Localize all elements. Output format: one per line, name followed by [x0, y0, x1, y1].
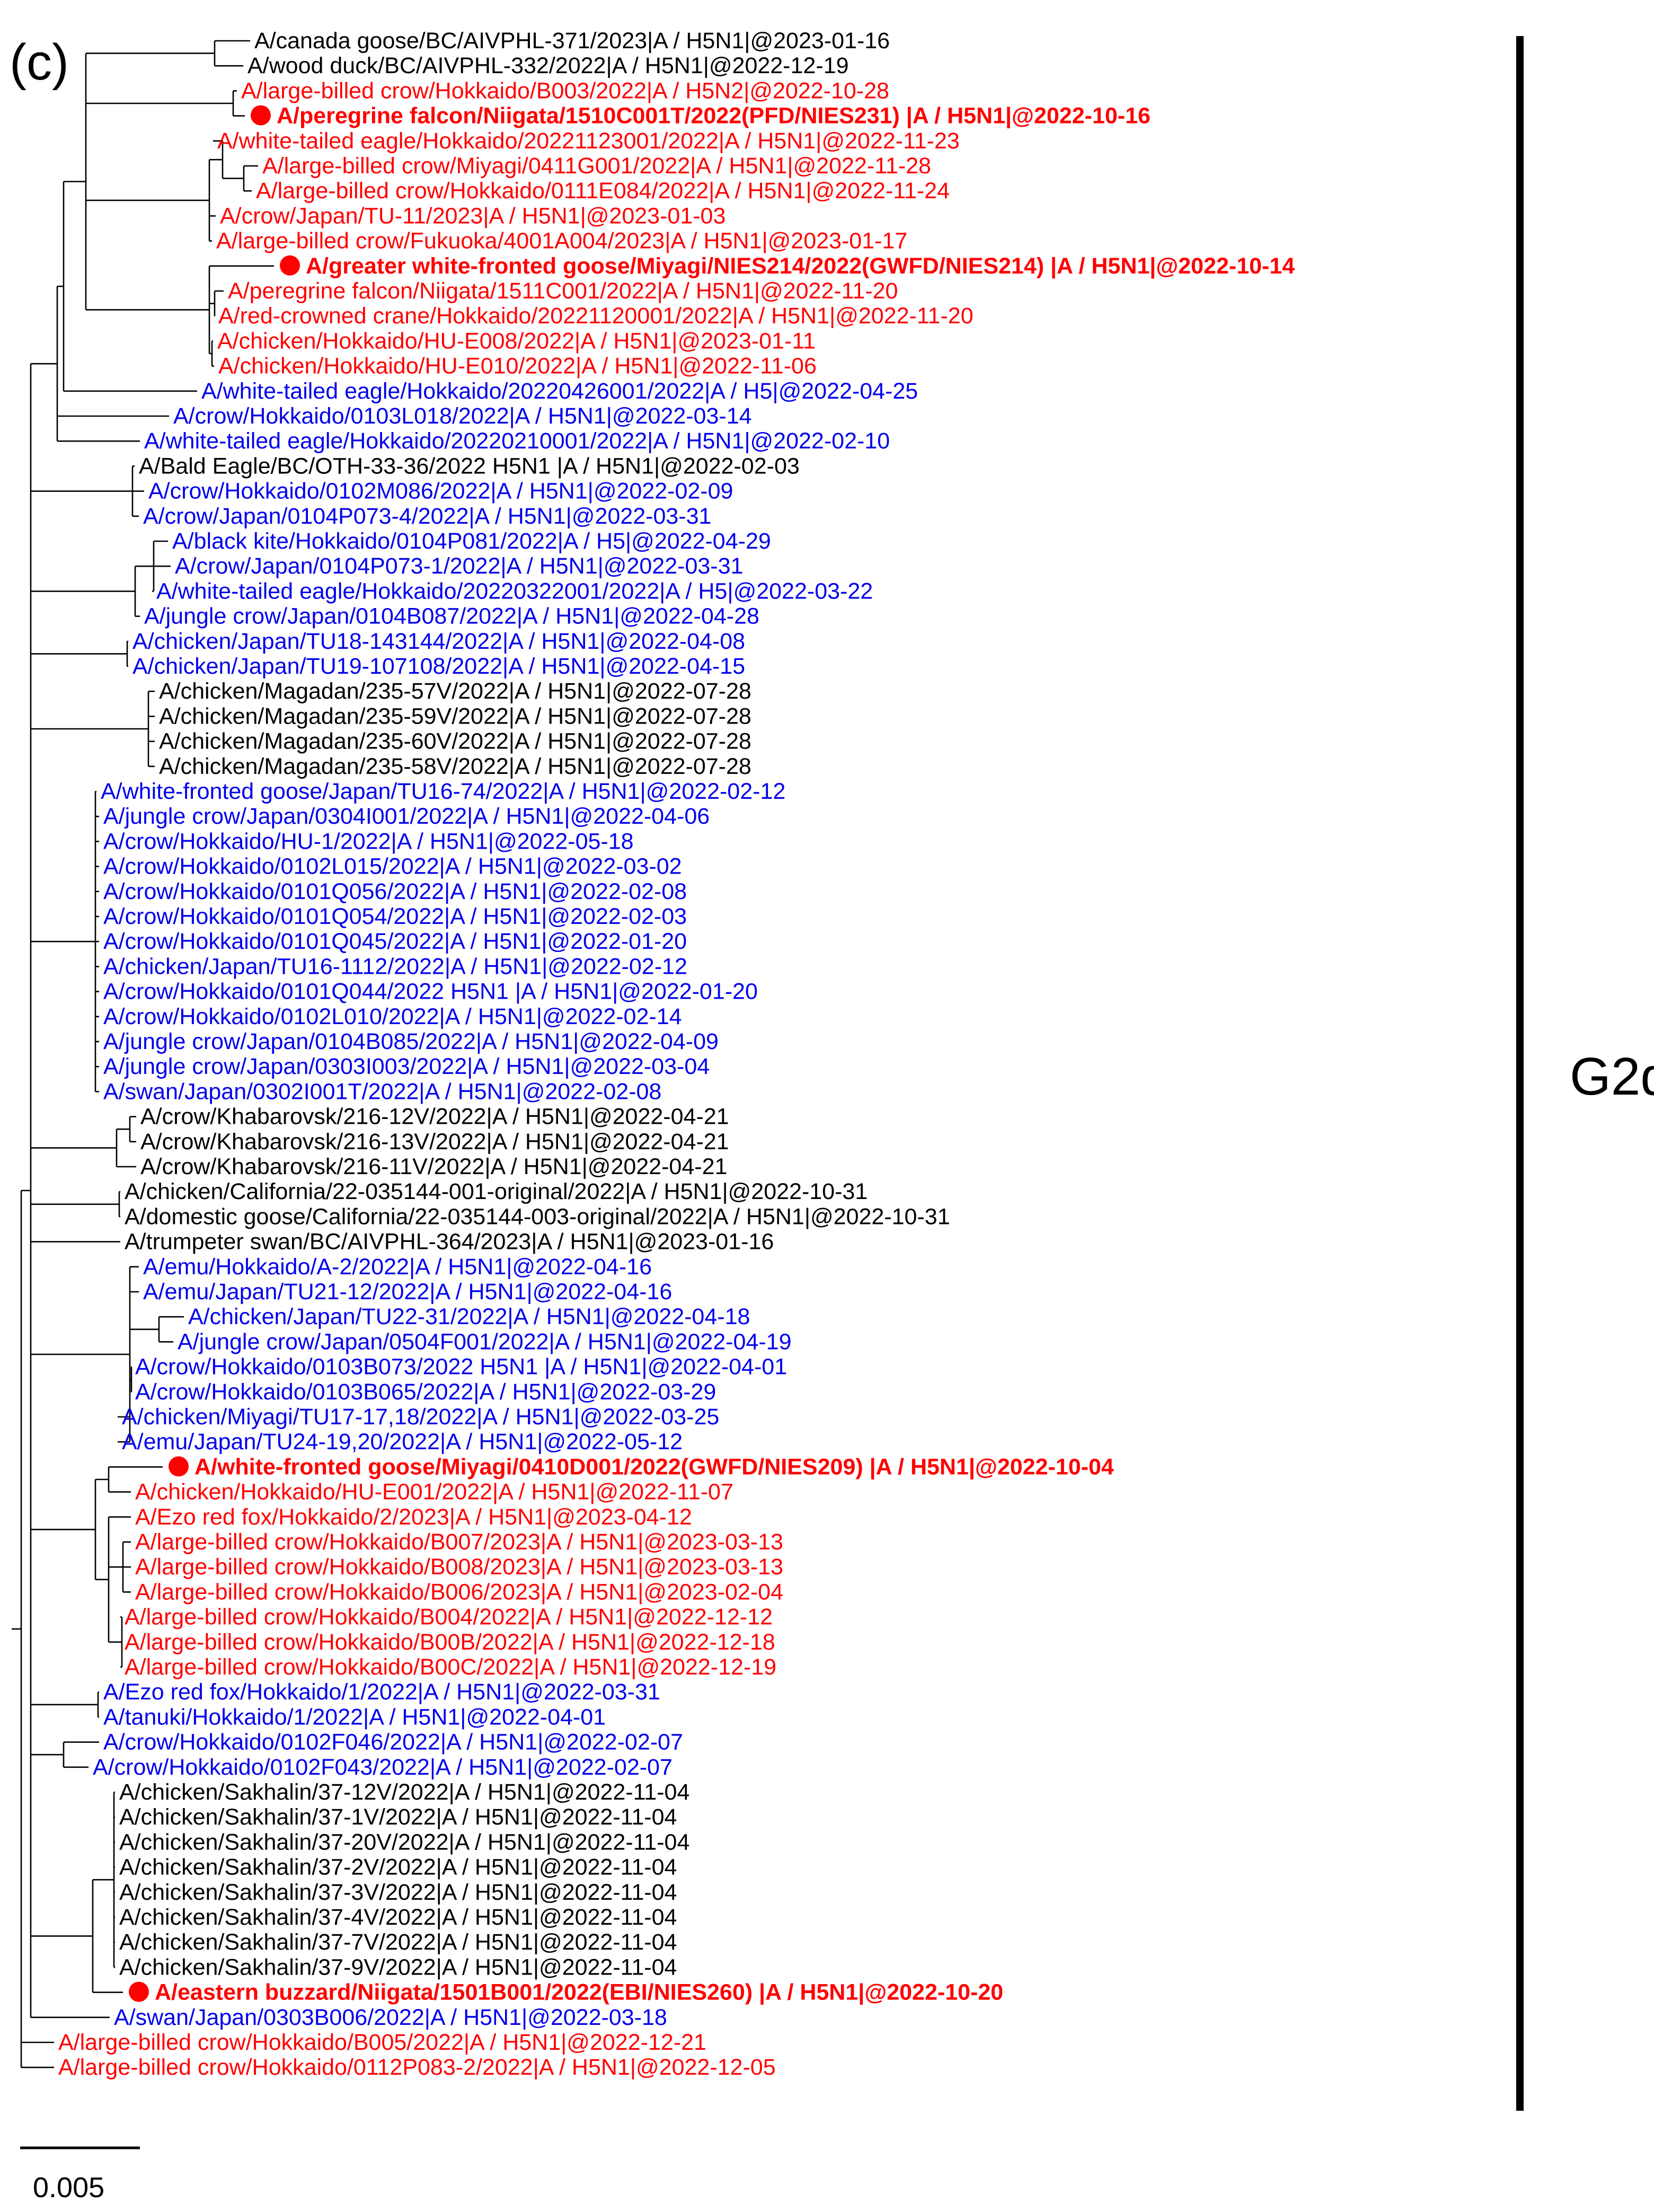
leaf-label: A/large-billed crow/Hokkaido/B004/2022|A… — [125, 1605, 773, 1630]
leaf-label: A/tanuki/Hokkaido/1/2022|A / H5N1|@2022-… — [103, 1704, 606, 1730]
sample-marker-icon — [251, 105, 271, 126]
leaf-label: A/jungle crow/Japan/0303I003/2022|A / H5… — [103, 1054, 710, 1079]
tree-leaves: A/canada goose/BC/AIVPHL-371/2023|A / H5… — [58, 28, 1295, 2080]
leaf-label: A/chicken/Japan/TU16-1112/2022|A / H5N1|… — [103, 954, 687, 979]
leaf-label: A/crow/Japan/0104P073-1/2022|A / H5N1|@2… — [175, 553, 743, 579]
leaf-label: A/crow/Hokkaido/0102L015/2022|A / H5N1|@… — [103, 854, 682, 879]
leaf-label: A/chicken/Sakhalin/37-7V/2022|A / H5N1|@… — [119, 1929, 677, 1955]
leaf-label: A/chicken/Magadan/235-60V/2022|A / H5N1|… — [159, 729, 751, 754]
leaf-label: A/crow/Hokkaido/0102M086/2022|A / H5N1|@… — [148, 479, 733, 504]
leaf-label: A/crow/Hokkaido/0101Q044/2022 H5N1 |A / … — [103, 979, 758, 1004]
leaf-label: A/peregrine falcon/Niigata/1510C001T/202… — [277, 103, 1151, 129]
leaf-label: A/chicken/Japan/TU19-107108/2022|A / H5N… — [132, 654, 745, 679]
tree-branches — [12, 40, 274, 2068]
leaf-label: A/crow/Japan/TU-11/2023|A / H5N1|@2023-0… — [220, 203, 726, 228]
leaf-label: A/crow/Hokkaido/0102L010/2022|A / H5N1|@… — [103, 1004, 682, 1029]
leaf-label: A/jungle crow/Japan/0304I001/2022|A / H5… — [103, 804, 710, 829]
leaf-label: A/swan/Japan/0302I001T/2022|A / H5N1|@20… — [103, 1079, 661, 1104]
leaf-label: A/jungle crow/Japan/0104B085/2022|A / H5… — [103, 1029, 719, 1054]
leaf-label: A/chicken/Sakhalin/37-3V/2022|A / H5N1|@… — [119, 1880, 677, 1905]
leaf-label: A/white-tailed eagle/Hokkaido/2022032200… — [156, 578, 873, 604]
leaf-label: A/chicken/Japan/TU22-31/2022|A / H5N1|@2… — [188, 1304, 750, 1329]
leaf-label: A/large-billed crow/Hokkaido/0112P083-2/… — [58, 2055, 776, 2080]
sample-marker-icon — [169, 1456, 189, 1477]
leaf-label: A/domestic goose/California/22-035144-00… — [125, 1204, 950, 1229]
leaf-label: A/white-tailed eagle/Hokkaido/2022112300… — [217, 128, 960, 154]
leaf-label: A/crow/Hokkaido/0102F043/2022|A / H5N1|@… — [93, 1755, 673, 1780]
leaf-label: A/Ezo red fox/Hokkaido/1/2022|A / H5N1|@… — [103, 1679, 660, 1705]
leaf-label: A/chicken/Hokkaido/HU-E001/2022|A / H5N1… — [135, 1479, 733, 1505]
leaf-label: A/large-billed crow/Hokkaido/B006/2023|A… — [135, 1579, 783, 1605]
leaf-label: A/large-billed crow/Hokkaido/B008/2023|A… — [135, 1554, 783, 1580]
sample-marker-icon — [129, 1981, 149, 2002]
leaf-label: A/wood duck/BC/AIVPHL-332/2022|A / H5N1|… — [247, 53, 848, 78]
leaf-label: A/crow/Khabarovsk/216-12V/2022|A / H5N1|… — [140, 1104, 729, 1130]
leaf-label: A/black kite/Hokkaido/0104P081/2022|A / … — [172, 528, 771, 554]
leaf-label: A/chicken/Sakhalin/37-12V/2022|A / H5N1|… — [119, 1779, 689, 1805]
leaf-label: A/crow/Japan/0104P073-4/2022|A / H5N1|@2… — [143, 504, 711, 529]
leaf-label: A/chicken/Sakhalin/37-4V/2022|A / H5N1|@… — [119, 1905, 677, 1930]
leaf-label: A/swan/Japan/0303B006/2022|A / H5N1|@202… — [114, 2005, 667, 2030]
leaf-label: A/crow/Hokkaido/0102F046/2022|A / H5N1|@… — [103, 1730, 683, 1755]
leaf-label: A/emu/Hokkaido/A-2/2022|A / H5N1|@2022-0… — [143, 1254, 652, 1280]
leaf-label: A/chicken/Sakhalin/37-1V/2022|A / H5N1|@… — [119, 1804, 677, 1830]
leaf-label: A/chicken/Miyagi/TU17-17,18/2022|A / H5N… — [122, 1404, 719, 1430]
leaf-label: A/crow/Khabarovsk/216-11V/2022|A / H5N1|… — [140, 1154, 727, 1179]
leaf-label: A/large-billed crow/Fukuoka/4001A004/202… — [216, 228, 907, 254]
leaf-label: A/crow/Hokkaido/0101Q056/2022|A / H5N1|@… — [103, 879, 687, 904]
leaf-label: A/large-billed crow/Hokkaido/B00C/2022|A… — [125, 1654, 776, 1680]
leaf-label: A/trumpeter swan/BC/AIVPHL-364/2023|A / … — [125, 1229, 774, 1255]
leaf-label: A/white-fronted goose/Miyagi/0410D001/20… — [194, 1454, 1114, 1479]
leaf-label: A/crow/Hokkaido/0101Q045/2022|A / H5N1|@… — [103, 929, 687, 954]
leaf-label: A/jungle crow/Japan/0504F001/2022|A / H5… — [178, 1329, 791, 1354]
leaf-label: A/eastern buzzard/Niigata/1501B001/2022(… — [155, 1980, 1003, 2005]
leaf-label: A/large-billed crow/Miyagi/0411G001/2022… — [262, 153, 931, 179]
leaf-label: A/chicken/California/22-035144-001-origi… — [125, 1179, 868, 1204]
leaf-label: A/large-billed crow/Hokkaido/B00B/2022|A… — [125, 1629, 775, 1655]
leaf-label: A/chicken/Magadan/235-59V/2022|A / H5N1|… — [159, 703, 751, 729]
leaf-label: A/peregrine falcon/Niigata/1511C001/2022… — [228, 278, 898, 304]
leaf-label: A/large-billed crow/Hokkaido/B003/2022|A… — [241, 78, 889, 103]
leaf-label: A/emu/Japan/TU24-19,20/2022|A / H5N1|@20… — [122, 1429, 683, 1455]
leaf-label: A/red-crowned crane/Hokkaido/20221120001… — [218, 303, 974, 329]
leaf-label: A/crow/Hokkaido/0103B073/2022 H5N1 |A / … — [135, 1354, 787, 1380]
leaf-label: A/chicken/Hokkaido/HU-E010/2022|A / H5N1… — [218, 354, 817, 379]
leaf-label: A/chicken/Magadan/235-57V/2022|A / H5N1|… — [159, 678, 751, 704]
leaf-label: A/large-billed crow/Hokkaido/B007/2023|A… — [135, 1529, 783, 1555]
panel-label: (c) — [10, 34, 69, 91]
leaf-label: A/Ezo red fox/Hokkaido/2/2023|A / H5N1|@… — [135, 1504, 692, 1530]
leaf-label: A/chicken/Sakhalin/37-20V/2022|A / H5N1|… — [119, 1829, 689, 1855]
leaf-label: A/crow/Hokkaido/0103L018/2022|A / H5N1|@… — [173, 403, 752, 429]
clade-label: G2d — [1570, 1047, 1654, 1106]
leaf-label: A/greater white-fronted goose/Miyagi/NIE… — [306, 253, 1295, 279]
leaf-label: A/crow/Hokkaido/HU-1/2022|A / H5N1|@2022… — [103, 829, 634, 854]
scale-label: 0.005 — [33, 2172, 104, 2204]
leaf-label: A/chicken/Magadan/235-58V/2022|A / H5N1|… — [159, 754, 751, 779]
leaf-label: A/white-tailed eagle/Hokkaido/2022021000… — [144, 428, 890, 454]
leaf-label: A/white-fronted goose/Japan/TU16-74/2022… — [101, 779, 785, 804]
leaf-label: A/white-tailed eagle/Hokkaido/2022042600… — [201, 378, 918, 404]
leaf-label: A/emu/Japan/TU21-12/2022|A / H5N1|@2022-… — [143, 1279, 672, 1305]
leaf-label: A/Bald Eagle/BC/OTH-33-36/2022 H5N1 |A /… — [139, 453, 800, 479]
leaf-label: A/chicken/Hokkaido/HU-E008/2022|A / H5N1… — [217, 328, 816, 354]
sample-marker-icon — [280, 255, 300, 276]
leaf-label: A/large-billed crow/Hokkaido/0111E084/20… — [256, 178, 950, 204]
leaf-label: A/chicken/Sakhalin/37-2V/2022|A / H5N1|@… — [119, 1855, 677, 1880]
leaf-label: A/chicken/Sakhalin/37-9V/2022|A / H5N1|@… — [119, 1954, 677, 1980]
leaf-label: A/canada goose/BC/AIVPHL-371/2023|A / H5… — [254, 28, 890, 54]
leaf-label: A/crow/Hokkaido/0103B065/2022|A / H5N1|@… — [135, 1379, 716, 1405]
leaf-label: A/large-billed crow/Hokkaido/B005/2022|A… — [58, 2030, 706, 2055]
leaf-label: A/chicken/Japan/TU18-143144/2022|A / H5N… — [132, 629, 745, 654]
leaf-label: A/crow/Hokkaido/0101Q054/2022|A / H5N1|@… — [103, 904, 687, 929]
leaf-label: A/crow/Khabarovsk/216-13V/2022|A / H5N1|… — [140, 1129, 729, 1155]
leaf-label: A/jungle crow/Japan/0104B087/2022|A / H5… — [144, 604, 759, 629]
